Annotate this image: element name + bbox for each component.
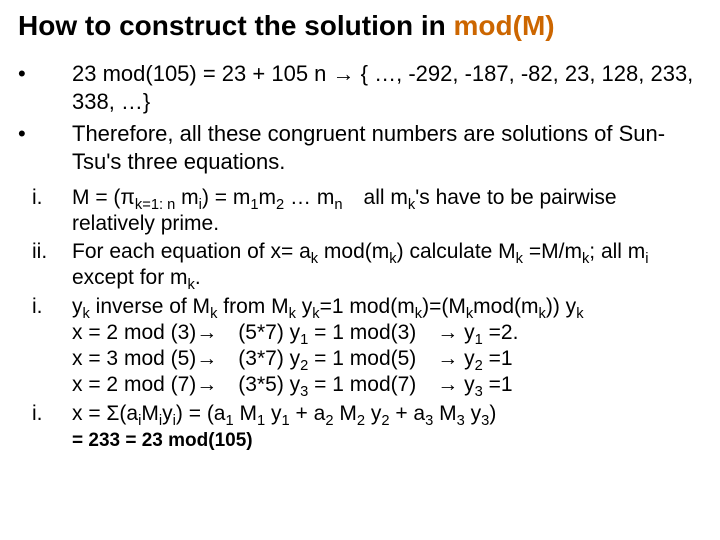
bullet-text: Therefore, all these congruent numbers a… [72, 120, 702, 176]
sub-item: ii. For each equation of x= ak mod(mk) c… [18, 239, 702, 292]
slide-title: How to construct the solution in mod(M) [18, 10, 702, 42]
bullet-marker: • [18, 60, 72, 116]
bullet-item: • 23 mod(105) = 23 + 105 n → { …, -292, … [18, 60, 702, 116]
bullet-marker: • [18, 120, 72, 176]
title-main: How to construct the solution in [18, 10, 454, 41]
sublist: i. M = (πk=1: n mi) = m1m2 … mn all mk's… [18, 185, 702, 454]
slide-content: • 23 mod(105) = 23 + 105 n → { …, -292, … [18, 60, 702, 453]
title-modm: mod(M) [454, 10, 555, 41]
sub-text: yk inverse of Mk from Mk yk=1 mod(mk)=(M… [72, 294, 702, 399]
final-result: = 233 = 23 mod(105) [72, 429, 702, 453]
bullet-item: • Therefore, all these congruent numbers… [18, 120, 702, 176]
sub-item: i. M = (πk=1: n mi) = m1m2 … mn all mk's… [18, 185, 702, 238]
sub-text: M = (πk=1: n mi) = m1m2 … mn all mk's ha… [72, 185, 702, 238]
sub-marker: i. [18, 294, 72, 399]
sub-marker: ii. [18, 239, 72, 292]
sub-marker: i. [18, 185, 72, 238]
sub-marker: i. [18, 401, 72, 427]
sub-text: For each equation of x= ak mod(mk) calcu… [72, 239, 702, 292]
bullet-text: 23 mod(105) = 23 + 105 n → { …, -292, -1… [72, 60, 702, 116]
sub-text: x = Σ(aiMiyi) = (a1 M1 y1 + a2 M2 y2 + a… [72, 401, 702, 427]
sub-item: i. x = Σ(aiMiyi) = (a1 M1 y1 + a2 M2 y2 … [18, 401, 702, 427]
sub-item: i. yk inverse of Mk from Mk yk=1 mod(mk)… [18, 294, 702, 399]
